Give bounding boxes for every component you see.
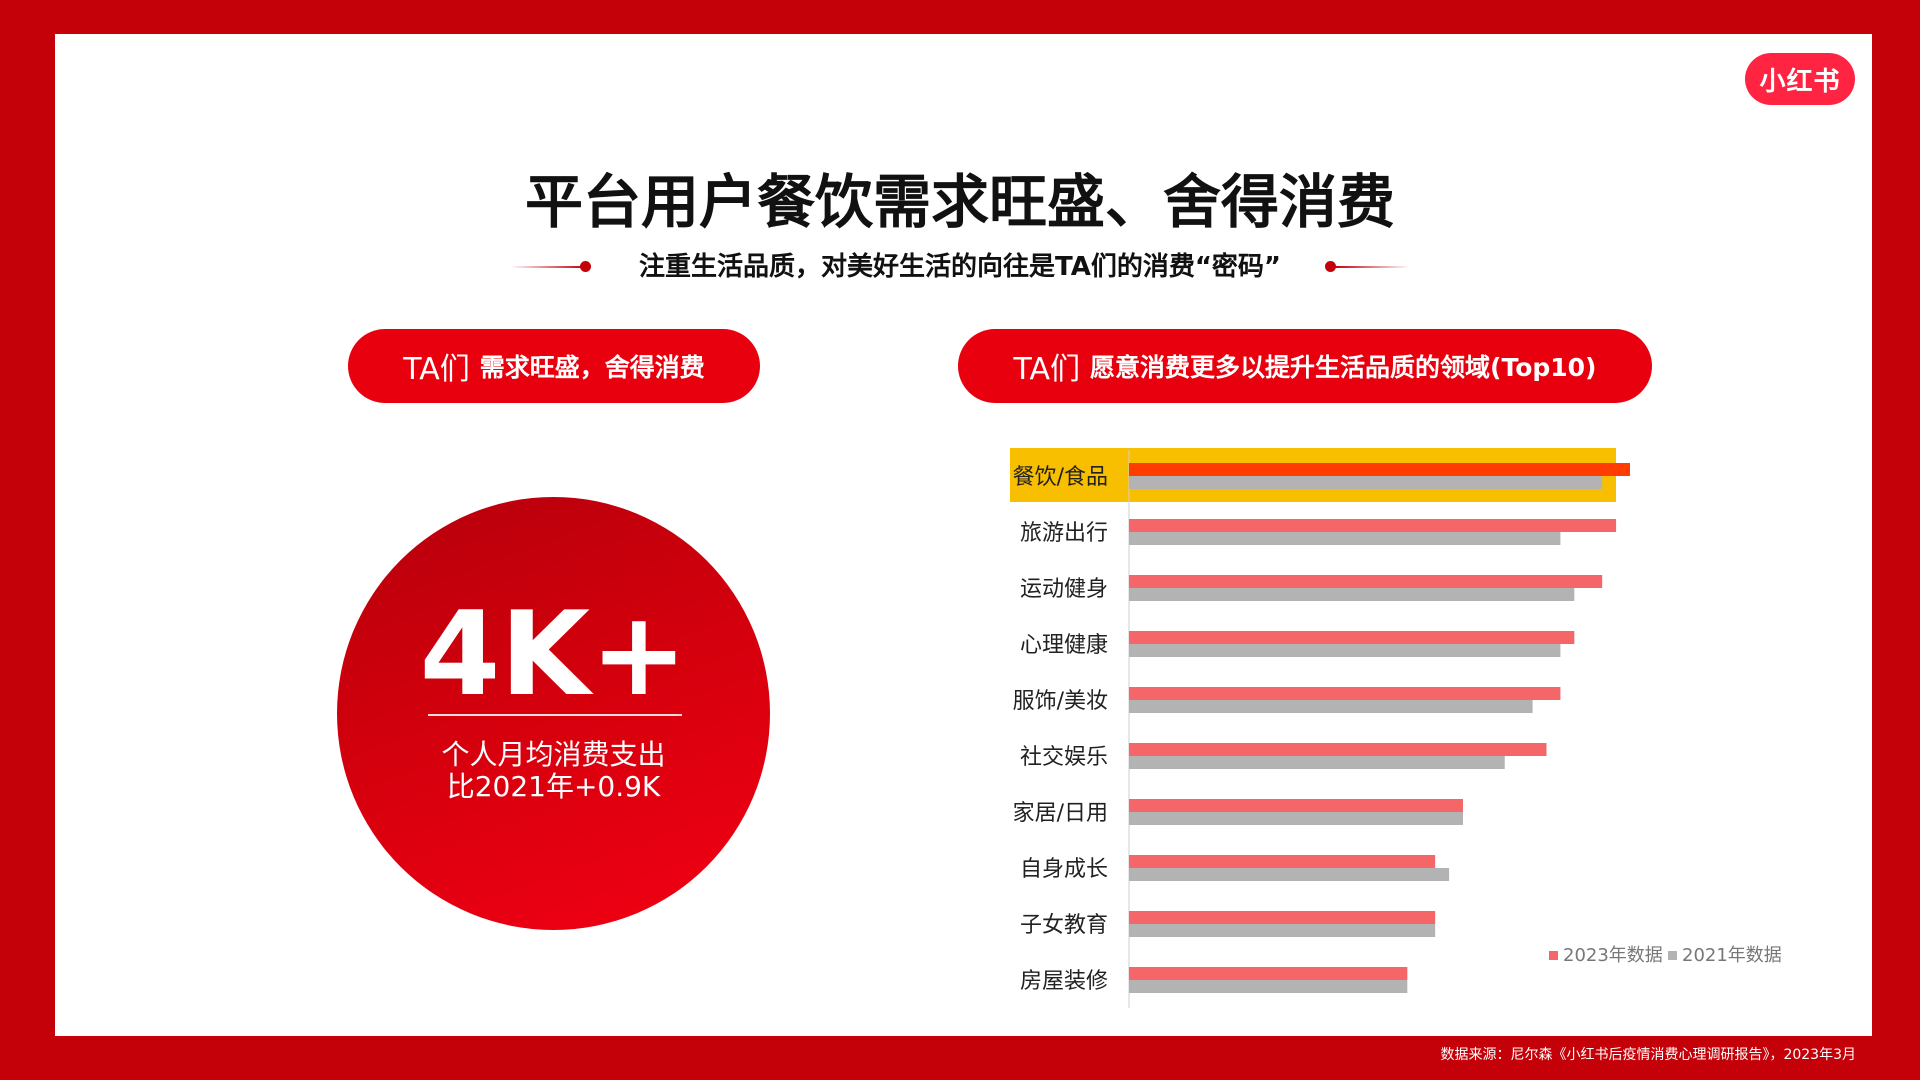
- bar-2023: [1129, 855, 1436, 868]
- bar-2021: [1129, 588, 1575, 601]
- bar-2021: [1129, 924, 1436, 937]
- bar-2023: [1129, 631, 1575, 644]
- page-subtitle: 注重生活品质，对美好生活的向往是TA们的消费“密码”: [638, 252, 1281, 282]
- subtitle-left-dot: [580, 261, 591, 272]
- bar-2023: [1129, 967, 1408, 980]
- category-label: 子女教育: [1020, 913, 1108, 938]
- bar-2023: [1129, 463, 1630, 476]
- subtitle-right-line: [1335, 266, 1410, 268]
- bar-2021: [1129, 476, 1603, 489]
- category-label: 家居/日用: [1013, 801, 1108, 826]
- category-label: 旅游出行: [1020, 521, 1108, 546]
- left-section-pill: TA们 需求旺盛，舍得消费: [348, 329, 760, 403]
- spend-circle: [337, 497, 770, 930]
- bar-2023: [1129, 911, 1436, 924]
- spend-big-number: 4K+: [419, 587, 688, 722]
- legend-swatch-2023: [1549, 951, 1558, 960]
- circle-divider: [428, 714, 682, 716]
- category-label: 餐饮/食品: [1013, 465, 1108, 490]
- page-title: 平台用户餐饮需求旺盛、舍得消费: [524, 168, 1395, 236]
- legend-label-2021: 2021年数据: [1682, 945, 1782, 966]
- bar-2023: [1129, 799, 1463, 812]
- legend-swatch-2021: [1668, 951, 1677, 960]
- bar-2023: [1129, 743, 1547, 756]
- left-pill-prefix: TA们: [403, 352, 470, 387]
- right-pill-prefix: TA们: [1013, 352, 1081, 387]
- bar-2021: [1129, 980, 1408, 993]
- subtitle-row: 注重生活品质，对美好生活的向往是TA们的消费“密码”: [0, 248, 1920, 288]
- bar-2021: [1129, 532, 1561, 545]
- bar-2023: [1129, 575, 1603, 588]
- legend-label-2023: 2023年数据: [1563, 945, 1663, 966]
- left-pill-text: 需求旺盛，舍得消费: [479, 353, 705, 382]
- bar-2023: [1129, 687, 1561, 700]
- spend-caption-line1: 个人月均消费支出: [441, 738, 666, 771]
- bar-2021: [1129, 868, 1450, 881]
- category-label: 社交娱乐: [1020, 745, 1108, 770]
- data-source-note: 数据来源：尼尔森《小红书后疫情消费心理调研报告》，2023年3月: [1440, 1047, 1856, 1063]
- spend-caption-line2: 比2021年+0.9K: [446, 770, 661, 803]
- category-label: 房屋装修: [1020, 969, 1108, 994]
- bar-2023: [1129, 519, 1617, 532]
- bar-2021: [1129, 756, 1505, 769]
- category-label: 服饰/美妆: [1013, 689, 1108, 714]
- category-label: 运动健身: [1020, 577, 1108, 602]
- bar-2021: [1129, 700, 1533, 713]
- subtitle-right-dot: [1325, 261, 1336, 272]
- xiaohongshu-logo: 小红书: [1745, 53, 1855, 105]
- category-label: 自身成长: [1020, 857, 1108, 882]
- category-label: 心理健康: [1020, 633, 1108, 658]
- subtitle-left-line: [510, 266, 585, 268]
- slide-panel: [55, 34, 1872, 1036]
- right-section-pill: TA们 愿意消费更多以提升生活品质的领域(Top10): [958, 329, 1652, 403]
- right-pill-text: 愿意消费更多以提升生活品质的领域(Top10): [1090, 353, 1597, 382]
- bar-2021: [1129, 812, 1463, 825]
- bar-2021: [1129, 644, 1561, 657]
